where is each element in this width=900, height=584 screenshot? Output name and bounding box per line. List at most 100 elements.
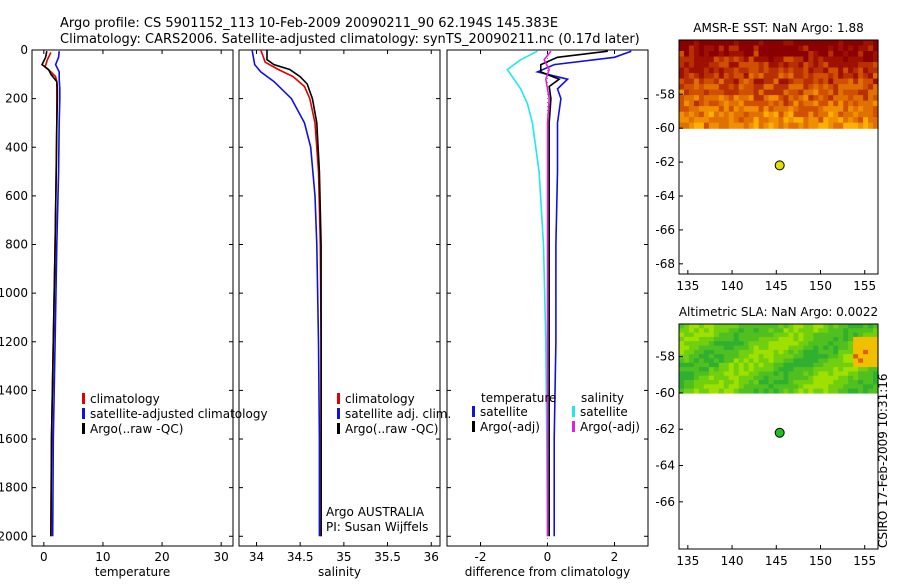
sla-map-cell: [843, 336, 849, 342]
sst-map-cell: [723, 106, 730, 113]
sla-map-cell: [833, 375, 839, 381]
sst-map-cell: [858, 89, 864, 96]
sla-map-cell: [743, 324, 750, 329]
salinity-legend-argo-swatch: [337, 423, 340, 434]
sst-map-cell: [728, 67, 735, 74]
sst-map-frame-outline: [678, 39, 879, 275]
sla-map-cell: [798, 328, 804, 334]
sla-map-cell: [773, 349, 780, 355]
sst-map-cell: [738, 40, 745, 47]
sla-map-cell: [813, 371, 819, 377]
sla-map-cell: [788, 345, 795, 351]
sst-map-cell: [843, 62, 849, 69]
sst-map-cell: [703, 106, 710, 113]
sst-map-cell: [758, 56, 765, 63]
sla-map-cell: [803, 354, 809, 360]
sst-map-cell: [738, 67, 745, 74]
sst-map-cell: [828, 100, 834, 107]
sst-map-cell: [863, 78, 869, 85]
sst-map-cell: [813, 111, 819, 118]
sla-map-cell: [693, 345, 700, 351]
sla-map-cell: [723, 371, 730, 377]
sst-map-cell: [848, 122, 854, 129]
sst-map-cell: [828, 95, 834, 102]
sla-map-cell: [823, 328, 829, 334]
sst-map-cell: [828, 62, 834, 69]
sla-map-cell: [823, 358, 829, 364]
sla-map-cell: [713, 375, 720, 381]
sst-map-cell: [683, 78, 690, 85]
sst-map-cell: [783, 122, 790, 129]
sla-map-cell: [773, 328, 780, 334]
sla-map-cell: [778, 324, 785, 329]
sst-map-cell: [863, 95, 869, 102]
sst-map-cell: [713, 78, 720, 85]
depth-tick-label: 200: [5, 92, 28, 106]
sst-map-cell: [813, 106, 819, 113]
sst-map-title: AMSR-E SST: NaN Argo: 1.88: [693, 21, 863, 35]
sla-map-cell: [763, 362, 770, 368]
sla-map-cell: [743, 349, 750, 355]
sst-map-cell: [773, 62, 780, 69]
sla-map-cell: [868, 367, 874, 373]
sla-map-cell: [753, 332, 760, 338]
sla-map-cell: [783, 354, 790, 360]
sst-map-cell: [873, 89, 879, 96]
sla-map-cell: [843, 354, 849, 360]
sla-map-cell: [853, 375, 859, 381]
sst-map-ytick-label: -62: [655, 155, 675, 169]
sla-map-cell: [838, 332, 844, 338]
depth-tick-label: 1600: [0, 432, 28, 446]
sst-map-cell: [713, 62, 720, 69]
sst-map-cell: [728, 111, 735, 118]
sst-map-cell: [723, 122, 730, 129]
sla-map-cell: [833, 324, 839, 329]
sst-map-cell: [698, 67, 705, 74]
sla-map-cell: [679, 328, 685, 334]
sst-map-cell: [818, 51, 824, 58]
sst-map-cell: [773, 106, 780, 113]
sst-map-cell: [848, 117, 854, 124]
sst-map-cell: [778, 100, 785, 107]
sst-map-cell: [768, 84, 775, 91]
sst-map-cell: [758, 117, 765, 124]
sst-map-cell: [738, 95, 745, 102]
sla-map-cell: [738, 367, 745, 373]
sla-map-cell: [793, 388, 799, 394]
sst-map-cell: [803, 67, 809, 74]
sla-map-cell: [818, 367, 824, 373]
sst-map-cell: [723, 89, 730, 96]
sla-map-ytick-label: -58: [655, 350, 675, 364]
sla-map-cell: [698, 371, 705, 377]
sst-map-cell: [703, 56, 710, 63]
sst-map-cell: [853, 73, 859, 80]
sst-map-cell: [773, 56, 780, 63]
sla-map-cell: [798, 384, 804, 390]
sst-map-cell: [679, 62, 685, 69]
sst-map-cell: [838, 89, 844, 96]
sla-map-cell: [828, 341, 834, 347]
sla-map-cell: [748, 375, 755, 381]
sst-map-cell: [803, 78, 809, 85]
sla-map-cell: [863, 367, 869, 373]
sla-map-cell: [803, 375, 809, 381]
sst-map-cell: [703, 40, 710, 47]
sst-map-cell: [688, 45, 695, 52]
sst-map-cell: [808, 84, 814, 91]
sst-map-cell: [788, 67, 795, 74]
sla-map-argo-position-marker: [774, 427, 785, 438]
depth-tick-label: 1800: [0, 481, 28, 495]
sla-map-cell: [758, 375, 765, 381]
sla-map-cell: [863, 354, 869, 360]
sst-map-cell: [838, 84, 844, 91]
sst-map-cell: [763, 89, 770, 96]
sst-map-cell: [783, 84, 790, 91]
sla-map-cell: [753, 345, 760, 351]
sla-map-cell: [738, 349, 745, 355]
sst-map-cell: [738, 89, 745, 96]
sst-map-cell: [688, 100, 695, 107]
sst-map-cell: [758, 122, 765, 129]
sla-map-cell: [868, 332, 874, 338]
sst-map-cell: [708, 84, 715, 91]
sst-map-cell: [743, 117, 750, 124]
